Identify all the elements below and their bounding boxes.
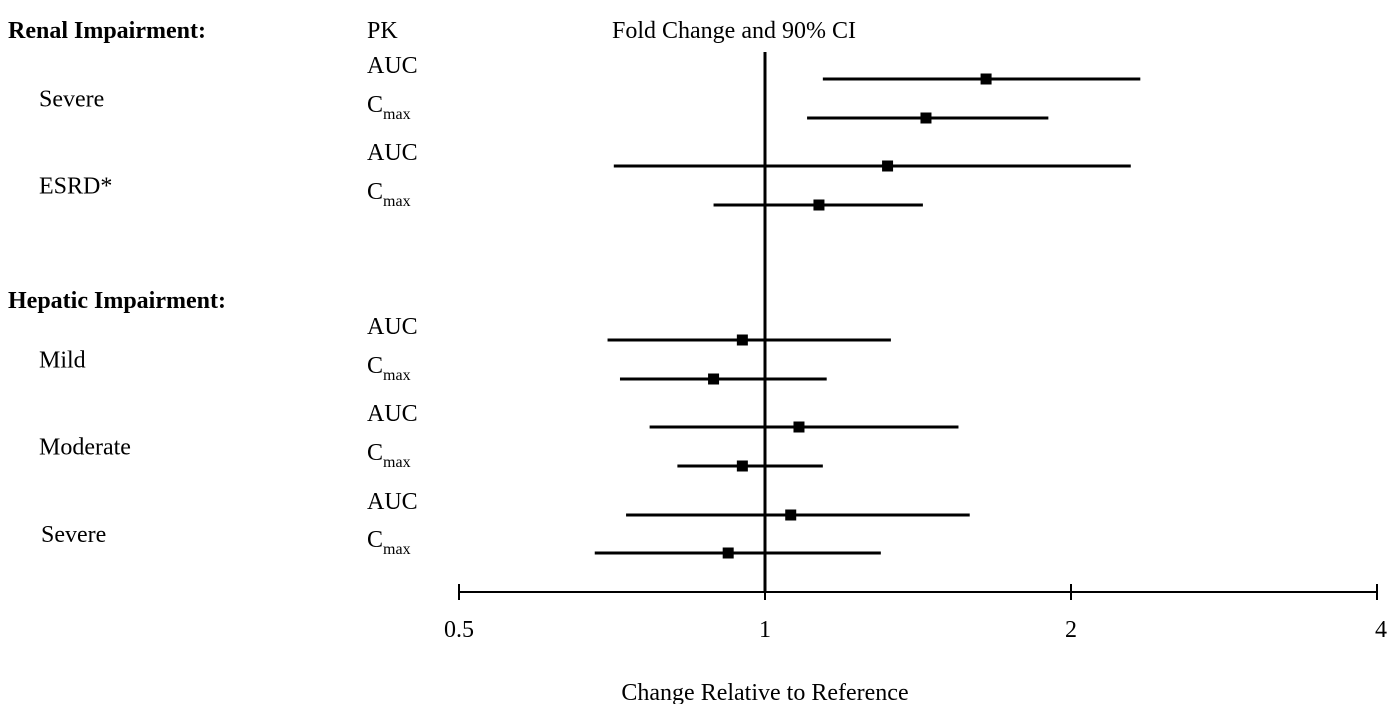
section-layer: Renal Impairment: Severe ESRD* Hepatic Impa… — [8, 18, 226, 548]
pk-column-header: PK — [367, 18, 398, 44]
pk-label: Cmax — [367, 440, 411, 471]
x-axis-label: Change Relative to Reference — [621, 680, 908, 704]
point-estimate-marker — [785, 509, 797, 521]
section-heading: Renal Impairment: — [8, 18, 206, 44]
point-estimate-marker — [813, 199, 825, 211]
point-estimate-marker — [708, 373, 720, 385]
pk-label: Cmax — [367, 179, 411, 210]
x-axis: 0.5 1 2 4 — [444, 52, 1387, 643]
group-label: Mild — [39, 348, 86, 374]
group-label: Moderate — [39, 435, 131, 461]
row-layer: AUC Cmax AUC Cmax AUC Cmax AUC Cmax AUC Cmax — [367, 53, 1141, 559]
point-estimate-marker — [793, 421, 805, 433]
point-estimate-marker — [980, 73, 992, 85]
point-estimate-marker — [920, 112, 932, 124]
x-tick-label: 0.5 — [444, 617, 474, 643]
section-heading: Hepatic Impairment: — [8, 288, 226, 314]
pk-label: AUC — [367, 53, 418, 79]
point-estimate-marker — [722, 547, 734, 559]
group-label: Severe — [41, 522, 106, 548]
pk-label: AUC — [367, 314, 418, 340]
pk-label: Cmax — [367, 353, 411, 384]
x-tick-label: 1 — [759, 617, 771, 643]
pk-label: AUC — [367, 489, 418, 515]
point-estimate-marker — [882, 160, 894, 172]
x-tick-label: 2 — [1065, 617, 1077, 643]
header-layer: PK Fold Change and 90% CI — [367, 18, 856, 44]
point-estimate-marker — [736, 460, 748, 472]
x-tick-label: 4 — [1375, 617, 1387, 643]
pk-label: AUC — [367, 401, 418, 427]
pk-label: AUC — [367, 140, 418, 166]
pk-label: Cmax — [367, 92, 411, 123]
point-estimate-marker — [736, 334, 748, 346]
chart-title: Fold Change and 90% CI — [612, 18, 856, 44]
group-label: Severe — [39, 87, 104, 113]
pk-label: Cmax — [367, 527, 411, 558]
group-label: ESRD* — [39, 174, 112, 200]
